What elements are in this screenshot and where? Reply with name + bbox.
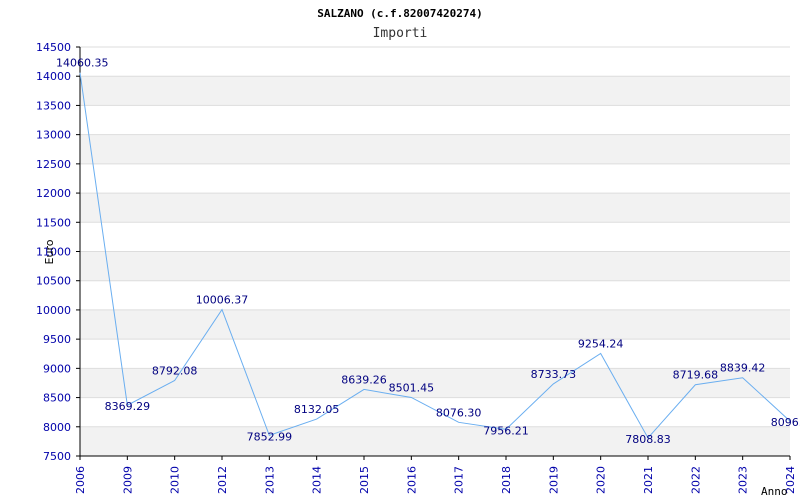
y-tick-label: 13000 [36, 129, 71, 142]
x-tick-label: 2015 [358, 466, 371, 494]
grid-band [80, 368, 790, 398]
y-tick-label: 14000 [36, 70, 71, 83]
x-tick-label: 2021 [642, 466, 655, 494]
y-tick-label: 12000 [36, 187, 71, 200]
data-labels: 14060.35 8369.29 8792.08 10006.37 7852.99 813… [56, 57, 800, 446]
y-tick-label: 9500 [43, 333, 71, 346]
data-label: 8839.42 [720, 362, 766, 375]
data-label: 8733.73 [531, 368, 577, 381]
data-label: 10006.37 [196, 294, 249, 307]
data-label: 8096.7 [771, 416, 800, 429]
y-tick-label: 9000 [43, 362, 71, 375]
data-label: 7808.83 [625, 433, 671, 446]
x-tick-label: 2023 [737, 466, 750, 494]
x-tick-label: 2006 [74, 466, 87, 494]
y-tick-labels: 7500 8000 8500 9000 9500 10000 10500 11000 11500… [36, 41, 71, 463]
data-label: 8501.45 [389, 381, 435, 394]
x-tick-label: 2022 [689, 466, 702, 494]
data-label: 9254.24 [578, 338, 624, 351]
axes [76, 46, 791, 460]
gridlines [80, 46, 790, 457]
data-label: 14060.35 [56, 57, 109, 70]
data-label: 8792.08 [152, 365, 198, 378]
x-tick-label: 2016 [405, 466, 418, 494]
y-tick-label: 7500 [43, 450, 71, 463]
data-label: 8639.26 [341, 373, 387, 386]
x-tick-label: 2024 [784, 466, 797, 494]
x-tick-labels: 2006 2009 2010 2012 2013 2014 2015 2016 2017 2018… [74, 466, 797, 494]
x-tick-label: 2010 [169, 466, 182, 494]
data-label: 8719.68 [673, 369, 719, 382]
y-tick-label: 11500 [36, 216, 71, 229]
grid-band [80, 397, 790, 427]
y-tick-label: 8000 [43, 421, 71, 434]
grid-band [80, 47, 790, 77]
grid-band [80, 280, 790, 310]
x-tick-label: 2013 [263, 466, 276, 494]
x-tick-label: 2012 [216, 466, 229, 494]
y-axis-label: Euro [43, 239, 56, 264]
data-label: 7956.21 [483, 424, 529, 437]
data-label: 8132.05 [294, 403, 340, 416]
grid-band [80, 134, 790, 164]
grid-band [80, 105, 790, 135]
y-tick-label: 10500 [36, 275, 71, 288]
chart-subtitle: Importi [373, 26, 428, 41]
grid-band [80, 426, 790, 456]
grid-band [80, 222, 790, 252]
grid-band [80, 193, 790, 223]
grid-band [80, 251, 790, 281]
y-tick-label: 11000 [36, 246, 71, 259]
grid-band [80, 339, 790, 369]
data-label: 8076.30 [436, 406, 482, 419]
background-bands [80, 47, 790, 456]
x-tick-label: 2018 [500, 466, 513, 494]
x-tick-label: 2019 [547, 466, 560, 494]
x-tick-label: 2020 [595, 466, 608, 494]
grid-band [80, 76, 790, 106]
data-label: 8369.29 [105, 400, 151, 413]
grid-band [80, 163, 790, 194]
grid-band [80, 309, 790, 340]
y-tick-label: 8500 [43, 392, 71, 405]
y-tick-label: 14500 [36, 41, 71, 54]
data-label: 7852.99 [247, 430, 293, 443]
x-axis-label: Anno [761, 485, 788, 498]
chart-title: SALZANO (c.f.82007420274) [317, 7, 483, 20]
x-tick-label: 2009 [121, 466, 134, 494]
x-tick-label: 2017 [453, 466, 466, 494]
x-tick-label: 2014 [311, 466, 324, 494]
y-tick-label: 13500 [36, 99, 71, 112]
y-tick-label: 12500 [36, 158, 71, 171]
y-tick-label: 10000 [36, 304, 71, 317]
series-line [79, 72, 791, 439]
